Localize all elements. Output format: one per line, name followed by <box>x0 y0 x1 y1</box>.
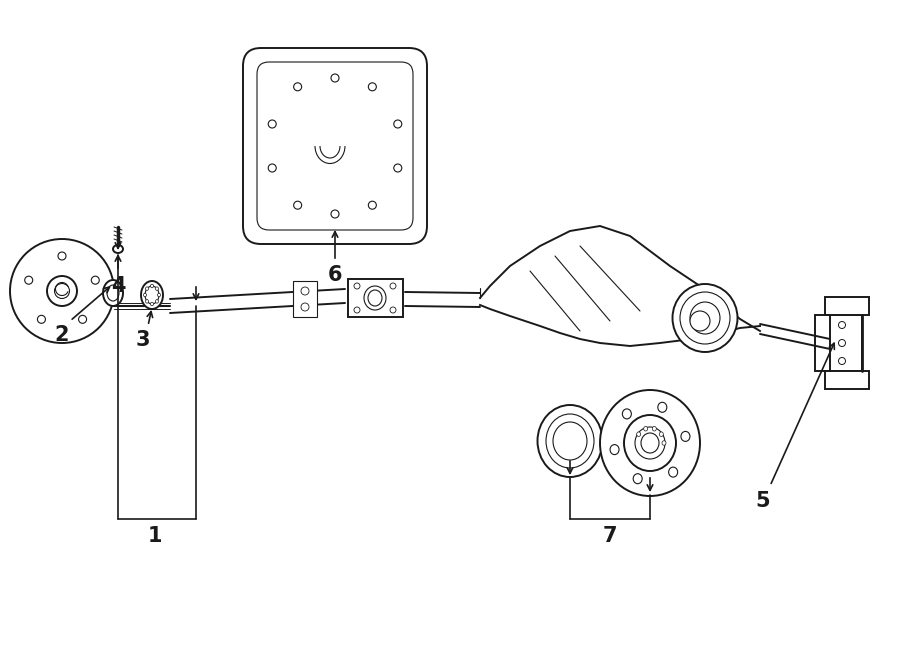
FancyBboxPatch shape <box>830 315 862 371</box>
Text: 2: 2 <box>55 325 69 345</box>
Text: 3: 3 <box>136 330 150 350</box>
FancyBboxPatch shape <box>825 297 869 315</box>
Text: 6: 6 <box>328 265 342 285</box>
Text: 7: 7 <box>603 526 617 546</box>
Ellipse shape <box>546 414 594 468</box>
Ellipse shape <box>150 302 154 306</box>
Ellipse shape <box>660 432 663 436</box>
Ellipse shape <box>38 315 45 323</box>
Ellipse shape <box>10 239 114 343</box>
Ellipse shape <box>150 284 154 288</box>
Ellipse shape <box>55 284 69 299</box>
Ellipse shape <box>690 311 710 331</box>
Ellipse shape <box>113 245 123 253</box>
FancyBboxPatch shape <box>293 281 317 317</box>
Text: 1: 1 <box>148 526 162 546</box>
Ellipse shape <box>268 120 276 128</box>
Ellipse shape <box>839 340 845 346</box>
FancyBboxPatch shape <box>348 279 403 317</box>
Ellipse shape <box>624 415 676 471</box>
Ellipse shape <box>690 302 720 334</box>
Ellipse shape <box>47 276 77 306</box>
Ellipse shape <box>78 315 86 323</box>
Ellipse shape <box>390 283 396 289</box>
Text: 5: 5 <box>756 491 770 511</box>
Ellipse shape <box>537 405 602 477</box>
Ellipse shape <box>394 164 401 172</box>
Ellipse shape <box>635 427 665 459</box>
Ellipse shape <box>368 83 376 91</box>
Ellipse shape <box>354 307 360 313</box>
Ellipse shape <box>331 210 339 218</box>
Ellipse shape <box>672 284 737 352</box>
Ellipse shape <box>331 74 339 82</box>
Ellipse shape <box>156 287 158 290</box>
Ellipse shape <box>390 307 396 313</box>
FancyBboxPatch shape <box>243 48 427 244</box>
Ellipse shape <box>301 287 309 295</box>
Ellipse shape <box>634 474 643 484</box>
Ellipse shape <box>158 293 160 297</box>
Ellipse shape <box>681 432 690 442</box>
Ellipse shape <box>600 390 700 496</box>
Ellipse shape <box>623 409 632 419</box>
Ellipse shape <box>680 292 730 344</box>
Ellipse shape <box>839 358 845 364</box>
Ellipse shape <box>641 433 659 453</box>
Ellipse shape <box>143 293 147 297</box>
Ellipse shape <box>293 201 302 209</box>
Ellipse shape <box>145 286 159 304</box>
Ellipse shape <box>103 280 123 306</box>
Ellipse shape <box>91 276 99 284</box>
Ellipse shape <box>669 467 678 477</box>
Ellipse shape <box>24 276 32 284</box>
Ellipse shape <box>268 164 276 172</box>
Ellipse shape <box>58 252 66 260</box>
Ellipse shape <box>293 83 302 91</box>
FancyBboxPatch shape <box>257 62 413 230</box>
Text: 4: 4 <box>111 276 125 296</box>
Ellipse shape <box>644 426 648 431</box>
Ellipse shape <box>658 403 667 412</box>
Ellipse shape <box>107 285 119 301</box>
Ellipse shape <box>364 286 386 310</box>
Ellipse shape <box>652 426 656 431</box>
Ellipse shape <box>146 299 148 303</box>
FancyBboxPatch shape <box>825 371 869 389</box>
Ellipse shape <box>636 432 641 436</box>
Ellipse shape <box>141 281 163 309</box>
Ellipse shape <box>156 299 158 303</box>
Ellipse shape <box>553 422 587 460</box>
Ellipse shape <box>394 120 401 128</box>
Ellipse shape <box>146 287 148 290</box>
Ellipse shape <box>354 283 360 289</box>
Ellipse shape <box>662 441 666 446</box>
Ellipse shape <box>368 201 376 209</box>
Ellipse shape <box>301 303 309 311</box>
Polygon shape <box>480 226 760 346</box>
Ellipse shape <box>368 290 382 306</box>
Ellipse shape <box>839 321 845 329</box>
Ellipse shape <box>610 445 619 455</box>
